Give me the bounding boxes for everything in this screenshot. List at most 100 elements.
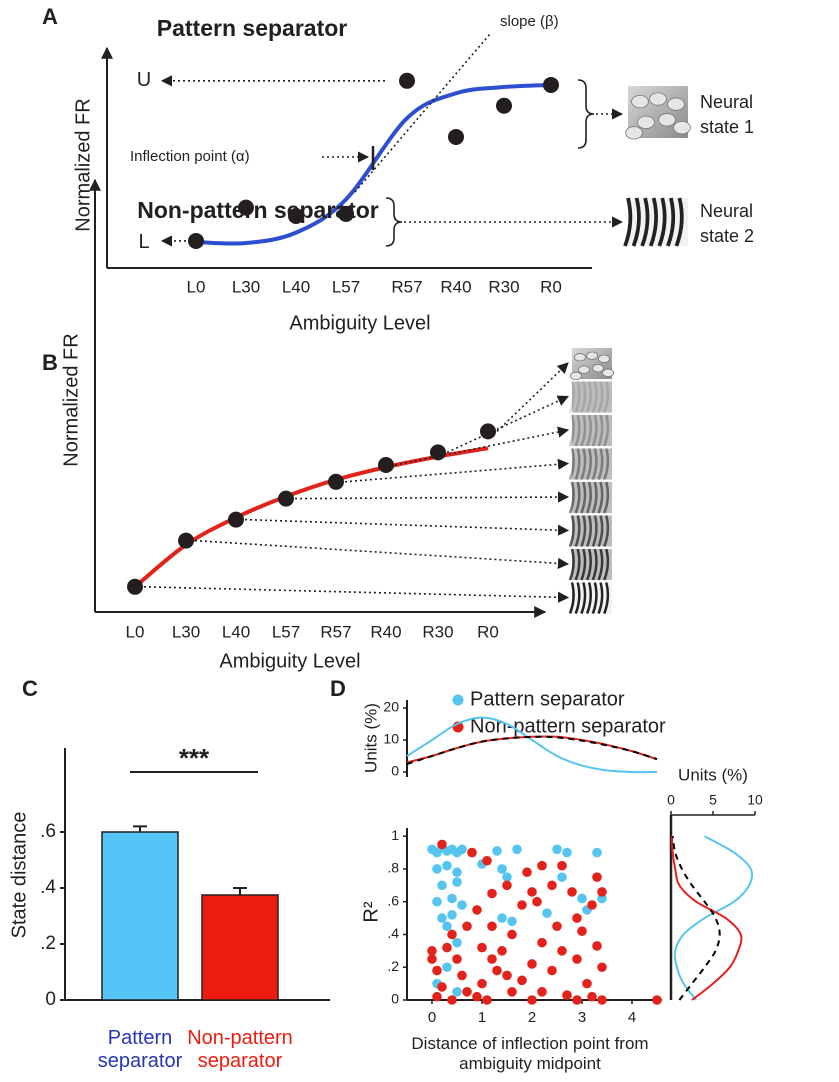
data-point xyxy=(452,987,462,997)
panel-letter: B xyxy=(42,350,58,375)
data-point xyxy=(572,913,582,923)
data-point xyxy=(442,860,452,871)
panel-letter: C xyxy=(22,676,38,701)
texture-image xyxy=(570,348,615,381)
data-point xyxy=(517,975,527,986)
stripe xyxy=(568,582,575,614)
data-point xyxy=(582,978,592,989)
arrow xyxy=(294,491,570,503)
stripe xyxy=(666,197,676,247)
data-point xyxy=(592,847,602,858)
data-point xyxy=(592,941,602,951)
data-point xyxy=(452,877,462,887)
x-axis-label: Distance of inflection point from ambigu… xyxy=(411,1034,649,1073)
data-point xyxy=(487,921,497,932)
data-point xyxy=(437,880,447,891)
y-tick-label: .4 xyxy=(40,877,56,898)
data-point xyxy=(447,910,457,920)
image-bg xyxy=(572,381,612,413)
data-point xyxy=(457,844,467,855)
data-point xyxy=(228,511,244,528)
stripe xyxy=(597,582,604,614)
data-point xyxy=(338,205,354,222)
stripe xyxy=(574,515,581,547)
data-point xyxy=(572,995,582,1005)
data-point xyxy=(427,946,437,956)
stripe xyxy=(574,381,581,413)
y-tick-label: 0 xyxy=(391,991,399,1007)
stripe xyxy=(585,481,592,514)
x-tick-label: 0 xyxy=(667,792,675,808)
stripe xyxy=(585,448,592,480)
density-line xyxy=(673,835,754,1001)
stripe xyxy=(574,582,581,614)
x-tick-label: R40 xyxy=(370,622,401,641)
data-point xyxy=(442,921,452,932)
data-point xyxy=(562,990,572,1000)
brace xyxy=(577,79,595,149)
stripe xyxy=(591,381,598,413)
data-point xyxy=(527,959,537,969)
stripe xyxy=(597,548,604,581)
texture-image xyxy=(568,548,612,581)
stripe xyxy=(623,197,633,247)
x-axis-label: Ambiguity Level xyxy=(289,312,430,334)
pebble xyxy=(637,115,655,130)
stripe xyxy=(597,381,604,413)
data-point xyxy=(537,987,547,997)
data-point xyxy=(127,578,143,595)
y-tick-label: .8 xyxy=(387,860,399,876)
data-point xyxy=(432,991,442,1002)
texture-image xyxy=(568,414,612,447)
x-tick-label: 4 xyxy=(628,1009,636,1026)
x-tick-label: Pattern separator xyxy=(97,1027,183,1072)
significance: *** xyxy=(179,743,210,773)
x-tick-label: L57 xyxy=(332,277,360,296)
y-tick-label: 0 xyxy=(45,989,56,1010)
arrow xyxy=(344,458,570,483)
data-point xyxy=(567,887,577,897)
stripe xyxy=(603,414,610,447)
data-point xyxy=(447,893,457,904)
x-axis-label: Units (%) xyxy=(678,765,748,784)
data-point xyxy=(557,860,567,871)
x-tick-label: 2 xyxy=(528,1009,536,1026)
x-tick-label: L40 xyxy=(222,622,250,641)
panel-letter: D xyxy=(330,676,346,701)
stripe xyxy=(591,448,598,480)
stripe xyxy=(580,548,587,581)
stripe xyxy=(585,381,592,413)
image-bg xyxy=(572,448,612,480)
x-tick-label: 1 xyxy=(478,1009,486,1026)
pebble xyxy=(667,97,685,111)
data-point xyxy=(502,872,512,882)
density-line xyxy=(671,836,721,1001)
x-tick-label: 0 xyxy=(428,1009,436,1026)
stripe xyxy=(580,481,587,514)
data-point xyxy=(496,97,512,114)
stripe xyxy=(568,381,575,413)
x-tick-label: R30 xyxy=(422,622,453,641)
density-line xyxy=(406,735,658,765)
arrow xyxy=(496,362,569,432)
data-point xyxy=(472,905,482,915)
texture-image xyxy=(568,582,612,614)
x-tick-label: L0 xyxy=(126,622,145,641)
data-point xyxy=(562,847,572,858)
annotation: Neural xyxy=(700,201,753,221)
data-point xyxy=(188,232,204,249)
data-point xyxy=(497,864,507,874)
data-point xyxy=(597,962,607,973)
stripe xyxy=(568,448,575,480)
x-tick-label: Non-pattern separator xyxy=(187,1027,293,1072)
data-point xyxy=(452,867,462,878)
stripe xyxy=(585,515,592,547)
y-tick-label: .6 xyxy=(40,821,56,842)
data-point xyxy=(487,888,497,899)
arrow xyxy=(194,539,570,569)
data-point xyxy=(437,982,447,992)
pebble xyxy=(649,92,667,106)
stripe xyxy=(603,381,610,413)
texture-image xyxy=(625,86,691,140)
legend-label: Non-pattern separator xyxy=(470,715,666,737)
